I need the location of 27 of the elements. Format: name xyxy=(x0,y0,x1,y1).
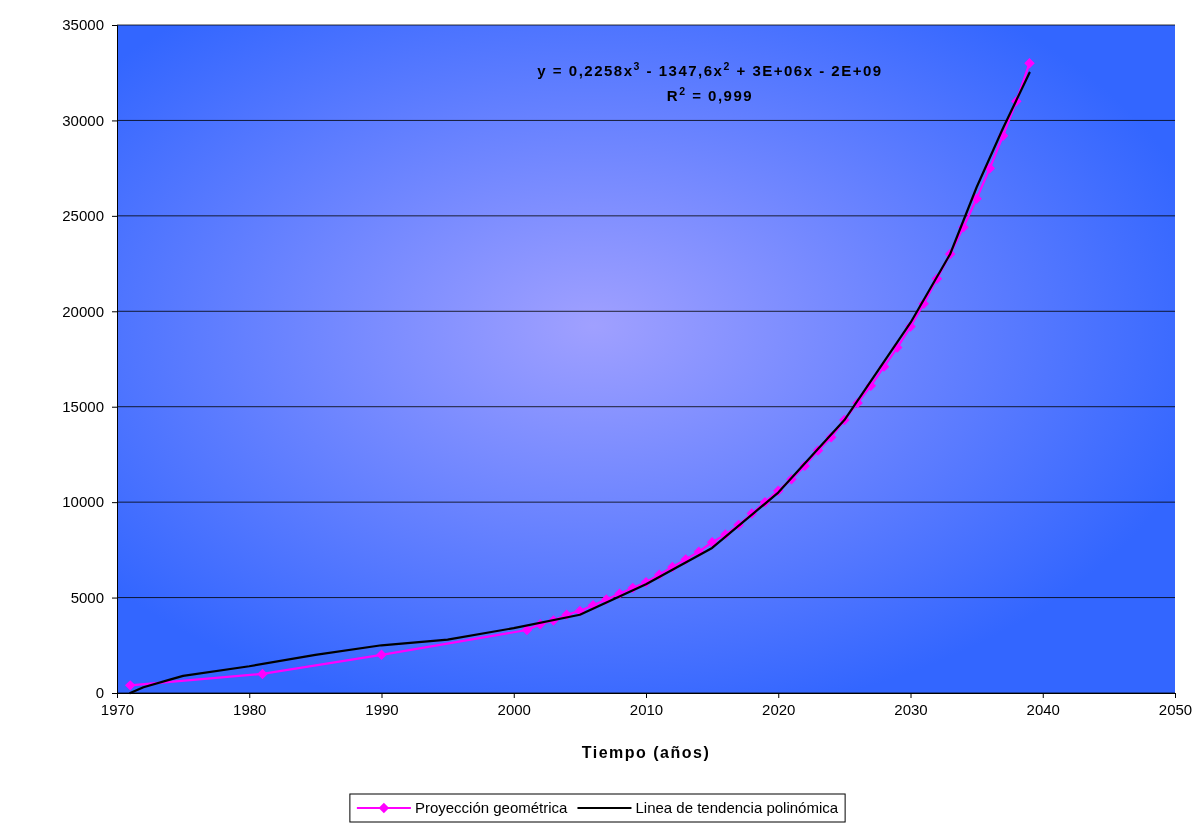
x-tick-label: 2020 xyxy=(762,700,796,718)
annotation: y = 0,2258x$^{3}$ - 1347,6x$^{2}$ + 3E+06x - 2E+09 xyxy=(537,60,883,79)
point xyxy=(376,649,387,661)
y-tick-label: 5000 xyxy=(70,588,104,606)
x-tick-label: 2030 xyxy=(894,700,928,718)
y-tick-label: 10000 xyxy=(62,493,104,511)
y-tick-label: 20000 xyxy=(62,302,104,320)
legend-label: Linea de tendencia polinómica xyxy=(635,799,839,816)
annotation: R$^{2}$ = 0,999 xyxy=(666,85,754,104)
y-tick-label: 35000 xyxy=(62,16,104,34)
y-tick-label: 0 xyxy=(95,684,104,702)
x-tick-label: 2050 xyxy=(1158,700,1193,718)
point xyxy=(257,668,268,680)
y-tick-label: 30000 xyxy=(62,111,104,129)
y-tick-label: 25000 xyxy=(62,207,104,225)
x-tick-label: 1970 xyxy=(100,700,135,718)
x-tick-label: 1980 xyxy=(233,700,267,718)
x-tick-label: 1990 xyxy=(365,700,399,718)
x-axis-title: Tiempo (años) xyxy=(581,744,711,761)
x-tick-label: 2010 xyxy=(629,700,664,718)
legend-label: Proyección geométrica xyxy=(414,799,569,816)
point xyxy=(1024,57,1035,69)
point xyxy=(124,680,136,691)
y-tick-label: 15000 xyxy=(62,398,104,416)
point xyxy=(984,162,996,174)
x-tick-label: 2040 xyxy=(1026,700,1060,718)
x-tick-label: 2000 xyxy=(497,700,531,718)
